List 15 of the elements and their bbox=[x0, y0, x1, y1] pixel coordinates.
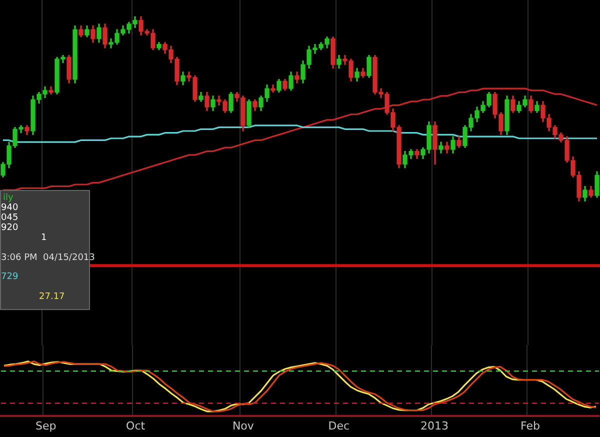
text: 940 bbox=[1, 202, 18, 213]
x-tick-label: Sep bbox=[35, 419, 56, 432]
annotation: ily bbox=[3, 192, 14, 203]
x-tick-label: Oct bbox=[126, 419, 146, 432]
text: 045 bbox=[1, 212, 18, 223]
text: 27.17 bbox=[39, 291, 65, 303]
text: 04/15/2013 bbox=[43, 252, 95, 264]
text: 1 bbox=[41, 232, 47, 244]
x-tick-label: Dec bbox=[328, 419, 350, 432]
x-tick-label: Feb bbox=[520, 419, 540, 432]
x-tick-label: Nov bbox=[232, 419, 254, 432]
text: 920 bbox=[1, 222, 18, 234]
x-tick-label: 2013 bbox=[420, 419, 449, 432]
text: 729 bbox=[1, 271, 18, 283]
text: 3:06 PM bbox=[1, 252, 38, 264]
